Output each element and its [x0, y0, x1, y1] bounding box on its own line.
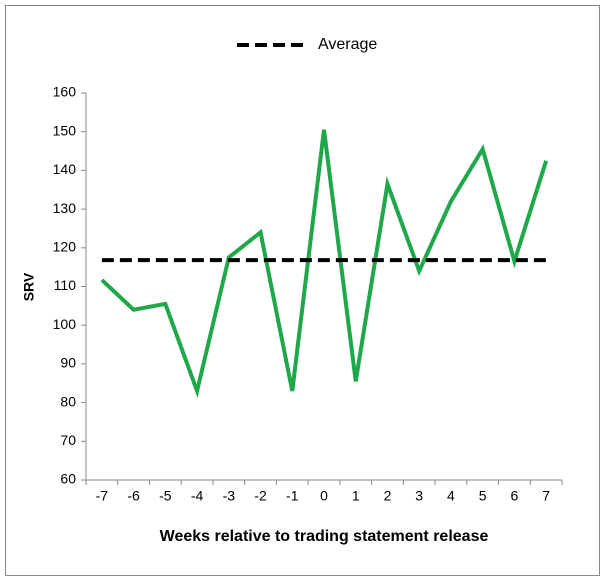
x-tick-label: -3 [223, 488, 236, 504]
y-tick-label: 80 [60, 393, 76, 409]
y-tick-label: 90 [60, 355, 76, 371]
x-tick-label: -1 [286, 488, 299, 504]
y-tick-label: 60 [60, 471, 76, 487]
x-tick-label: 7 [542, 488, 550, 504]
x-tick-label: -2 [254, 488, 267, 504]
data-line [100, 129, 549, 398]
legend-label: Average [318, 36, 377, 53]
x-tick-label: 1 [352, 488, 360, 504]
x-tick-label: -5 [159, 488, 172, 504]
y-axis-title: SRV [21, 272, 37, 301]
x-tick-label: 4 [447, 488, 455, 504]
x-tick-label: 3 [415, 488, 423, 504]
y-tick-label: 130 [53, 200, 77, 216]
x-tick-label: 5 [479, 488, 487, 504]
y-tick-label: 140 [53, 161, 77, 177]
y-tick-label: 70 [60, 432, 76, 448]
y-tick-label: 120 [53, 239, 77, 255]
x-tick-label: -7 [96, 488, 109, 504]
x-tick-label: -6 [127, 488, 140, 504]
x-tick-label: 6 [511, 488, 519, 504]
y-tick-label: 150 [53, 122, 77, 138]
x-tick-label: -4 [191, 488, 204, 504]
y-tick-label: 100 [53, 316, 77, 332]
x-tick-label: 2 [384, 488, 392, 504]
y-tick-label: 160 [53, 84, 77, 100]
x-axis-title: Weeks relative to trading statement rele… [160, 528, 489, 545]
y-tick-label: 110 [54, 277, 77, 293]
x-tick-label: 0 [320, 488, 328, 504]
